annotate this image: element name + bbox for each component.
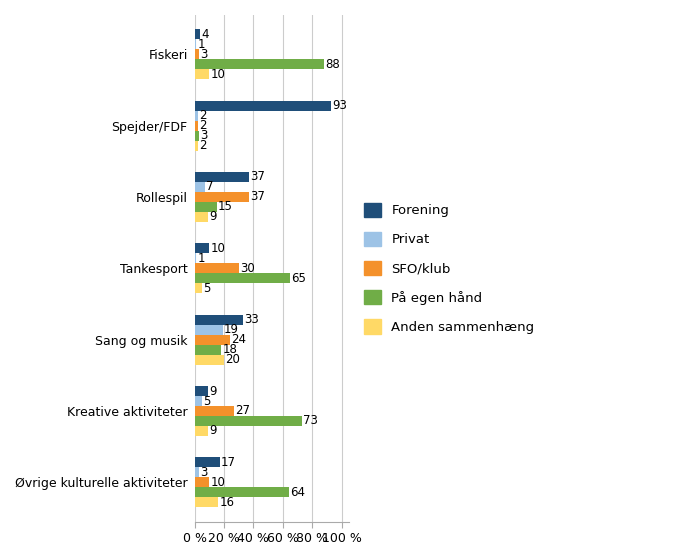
Bar <box>195 101 331 111</box>
Bar <box>195 253 196 263</box>
Bar <box>195 396 202 406</box>
Text: 30: 30 <box>240 262 255 275</box>
Text: 10: 10 <box>211 68 225 81</box>
Bar <box>195 263 239 273</box>
Bar <box>195 325 223 335</box>
Bar <box>195 172 249 182</box>
Text: 27: 27 <box>235 404 251 418</box>
Bar <box>195 111 197 120</box>
Text: 9: 9 <box>209 385 216 398</box>
Bar <box>195 59 324 69</box>
Text: 3: 3 <box>200 466 207 479</box>
Bar <box>195 182 205 192</box>
Bar <box>195 120 197 130</box>
Text: 37: 37 <box>250 190 265 203</box>
Text: 3: 3 <box>200 129 207 142</box>
Text: 65: 65 <box>291 272 306 285</box>
Bar <box>195 416 302 426</box>
Bar <box>195 344 221 354</box>
Bar <box>195 69 209 79</box>
Text: 64: 64 <box>290 486 304 499</box>
Bar <box>195 386 208 396</box>
Bar <box>195 243 209 253</box>
Bar <box>195 426 208 436</box>
Text: 1: 1 <box>197 38 204 51</box>
Bar <box>195 406 235 416</box>
Text: 2: 2 <box>199 119 206 132</box>
Bar <box>195 202 216 212</box>
Bar <box>195 29 200 39</box>
Text: 24: 24 <box>231 333 246 346</box>
Bar <box>195 315 243 325</box>
Bar <box>195 468 199 477</box>
Text: 37: 37 <box>250 170 265 184</box>
Bar <box>195 497 218 507</box>
Legend: Forening, Privat, SFO/klub, På egen hånd, Anden sammenhæng: Forening, Privat, SFO/klub, På egen hånd… <box>357 196 541 340</box>
Text: 16: 16 <box>219 496 234 509</box>
Text: 9: 9 <box>209 211 216 223</box>
Text: 10: 10 <box>211 242 225 255</box>
Bar <box>195 487 288 497</box>
Text: 93: 93 <box>332 99 347 112</box>
Text: 7: 7 <box>206 180 214 193</box>
Bar <box>195 192 249 202</box>
Bar <box>195 212 208 222</box>
Bar <box>195 273 290 283</box>
Text: 3: 3 <box>200 48 207 60</box>
Text: 88: 88 <box>325 58 340 71</box>
Bar <box>195 283 202 293</box>
Text: 73: 73 <box>303 414 318 427</box>
Text: 9: 9 <box>209 424 216 437</box>
Text: 15: 15 <box>218 200 232 213</box>
Text: 19: 19 <box>224 323 239 336</box>
Bar <box>195 49 199 59</box>
Bar <box>195 335 230 344</box>
Text: 2: 2 <box>199 139 206 152</box>
Text: 33: 33 <box>244 313 259 326</box>
Text: 17: 17 <box>220 456 236 469</box>
Text: 4: 4 <box>202 28 209 41</box>
Text: 18: 18 <box>222 343 237 356</box>
Bar <box>195 458 220 468</box>
Text: 2: 2 <box>199 109 206 122</box>
Text: 5: 5 <box>203 282 211 295</box>
Text: 20: 20 <box>225 353 240 366</box>
Bar <box>195 141 197 151</box>
Bar <box>195 39 196 49</box>
Text: 1: 1 <box>197 252 204 265</box>
Bar <box>195 354 224 365</box>
Bar <box>195 477 209 487</box>
Text: 10: 10 <box>211 476 225 489</box>
Bar <box>195 130 199 141</box>
Text: 5: 5 <box>203 394 211 408</box>
